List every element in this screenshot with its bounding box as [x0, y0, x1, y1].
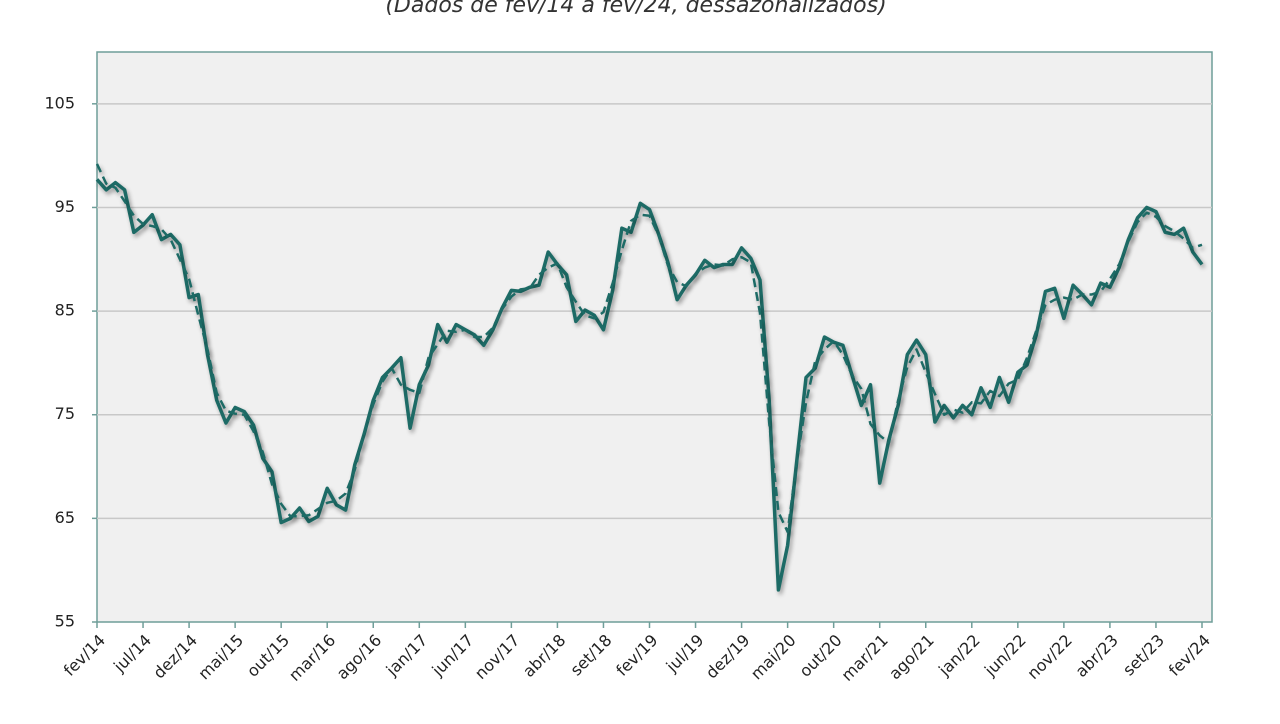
- y-tick-label: 65: [55, 508, 75, 527]
- y-tick-label: 95: [55, 197, 75, 216]
- x-tick-label: ago/21: [885, 631, 938, 684]
- x-tick-label: jan/22: [934, 631, 984, 681]
- x-tick-label: dez/19: [702, 631, 754, 683]
- x-tick-label: mar/21: [837, 631, 891, 685]
- x-tick-label: fev/24: [1165, 631, 1214, 680]
- x-tick-label: fev/14: [60, 631, 109, 680]
- x-tick-label: set/18: [567, 631, 616, 680]
- x-tick-label: jul/14: [109, 631, 155, 677]
- x-tick-label: fev/19: [612, 631, 661, 680]
- x-tick-label: mar/16: [285, 631, 339, 685]
- y-tick-label: 105: [44, 93, 75, 112]
- x-tick-label: dez/14: [149, 631, 201, 683]
- x-tick-label: abr/23: [1072, 631, 1122, 681]
- y-tick-label: 55: [55, 612, 75, 631]
- plot-area: [96, 51, 1213, 623]
- y-tick-label: 75: [55, 404, 75, 423]
- y-tick-label: 85: [55, 301, 75, 320]
- x-tick-label: nov/22: [1023, 631, 1075, 683]
- x-tick-label: abr/18: [519, 631, 569, 681]
- x-tick-label: jul/19: [662, 631, 708, 677]
- x-tick-label: set/23: [1119, 631, 1168, 680]
- chart-subtitle: (Dados de fev/14 a fev/24, dessazonaliza…: [385, 0, 886, 18]
- x-tick-label: jan/17: [382, 631, 432, 681]
- data-line: [95, 178, 1204, 592]
- x-tick-label: jun/17: [428, 631, 478, 681]
- x-tick-label: ago/16: [333, 631, 386, 684]
- x-tick-label: nov/17: [471, 631, 523, 683]
- data-line: [95, 163, 1203, 534]
- x-tick-label: jun/22: [980, 631, 1030, 681]
- x-tick-label: mai/20: [747, 631, 800, 684]
- x-tick-label: mai/15: [194, 631, 247, 684]
